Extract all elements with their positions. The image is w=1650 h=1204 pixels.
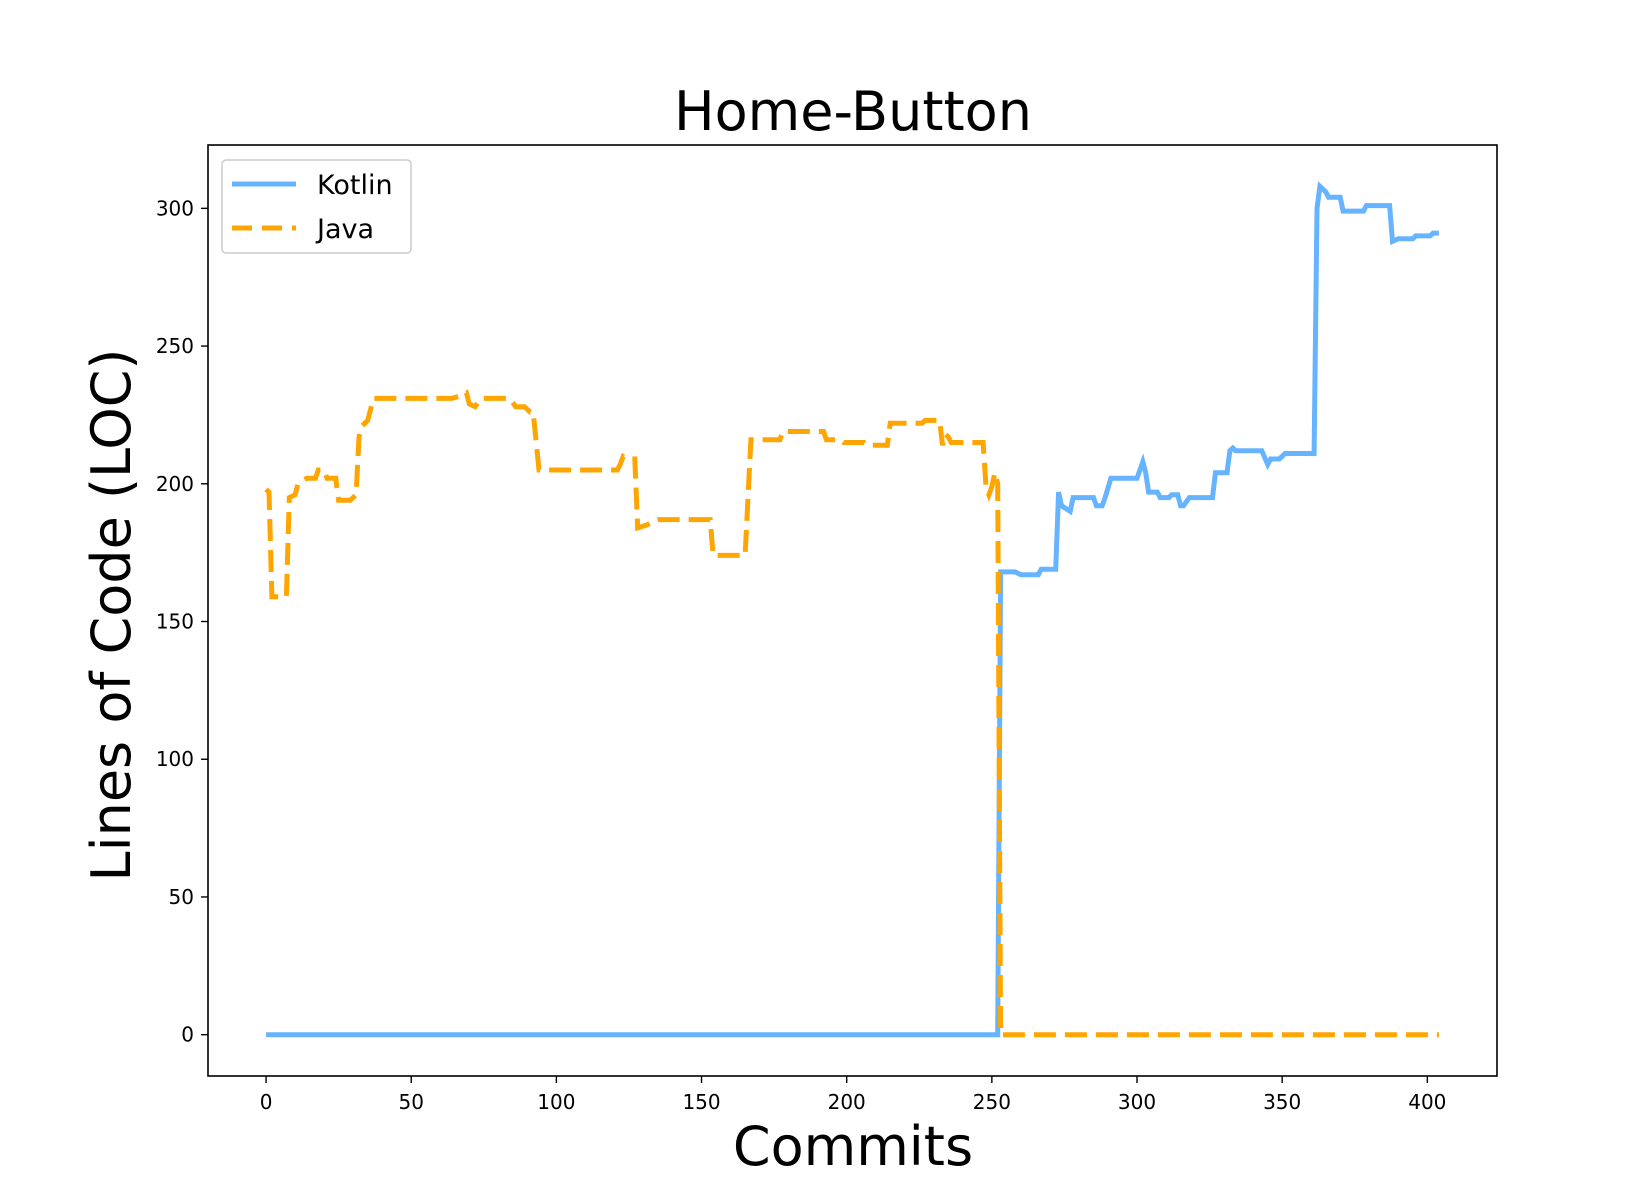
legend: Kotlin Java — [221, 159, 412, 254]
x-tick-label: 50 — [398, 1090, 423, 1114]
chart-title: Home-Button — [674, 80, 1032, 143]
x-axis-label: Commits — [733, 1115, 973, 1178]
y-tick-label: 100 — [156, 747, 194, 771]
x-tick-label: 100 — [537, 1090, 575, 1114]
y-tick-label: 0 — [181, 1023, 194, 1047]
plot-area: 0 50 100 150 200 250 300 350 400 0 50 100 150 200 250 3… — [156, 144, 1498, 1114]
series-line-kotlin — [266, 181, 1439, 1038]
series-line-java — [264, 389, 1439, 1038]
y-axis-label: Lines of Code (LOC) — [80, 349, 143, 882]
y-tick-label: 200 — [156, 472, 194, 496]
y-tick-label: 50 — [169, 885, 194, 909]
x-tick-label: 250 — [973, 1090, 1011, 1114]
y-tick-label: 150 — [156, 610, 194, 634]
legend-label-kotlin: Kotlin — [317, 170, 393, 201]
x-tick-label: 150 — [682, 1090, 720, 1114]
x-tick-label: 300 — [1118, 1090, 1156, 1114]
y-tick-label: 300 — [156, 196, 194, 220]
plot-frame — [207, 144, 1498, 1077]
x-tick-label: 0 — [260, 1090, 273, 1114]
x-tick-label: 400 — [1408, 1090, 1446, 1114]
legend-label-java: Java — [315, 214, 374, 245]
x-tick-label: 200 — [828, 1090, 866, 1114]
x-tick-label: 350 — [1263, 1090, 1301, 1114]
y-tick-label: 250 — [156, 334, 194, 358]
